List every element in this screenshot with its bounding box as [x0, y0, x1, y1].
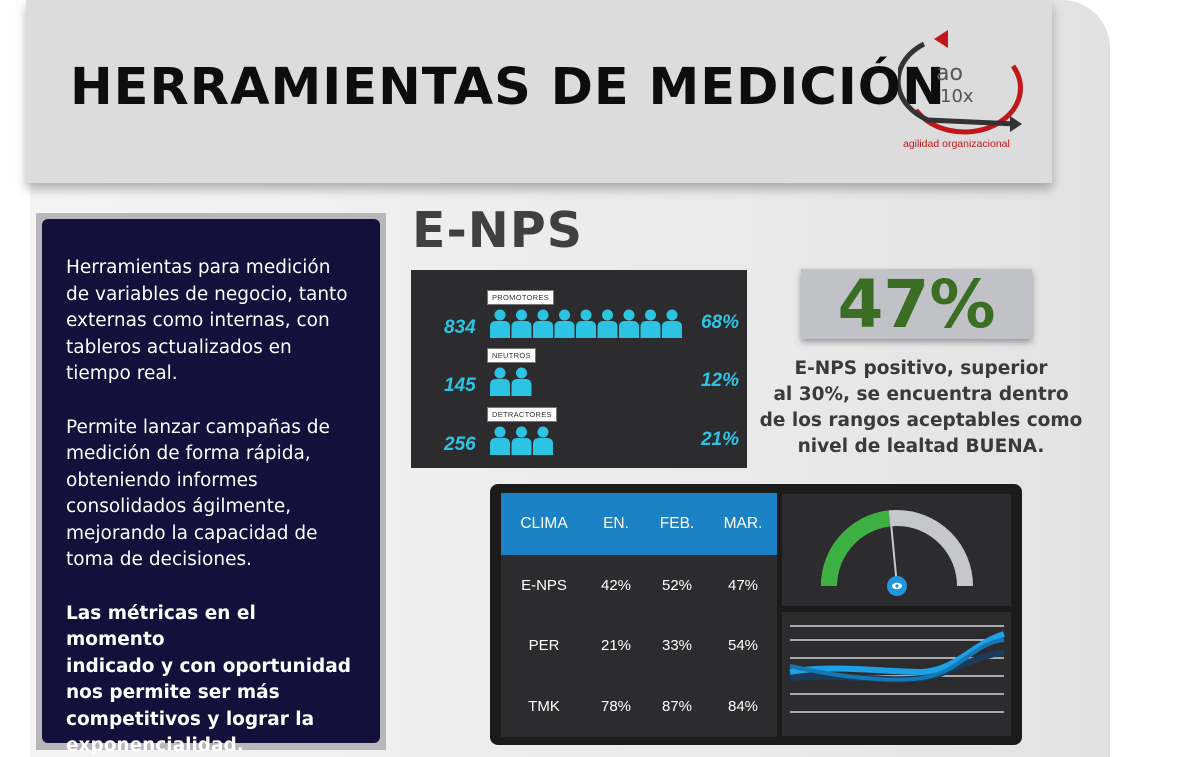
sidebar-paragraph-1: Herramientas para medición de variables … — [66, 257, 348, 384]
clima-table: CLIMA EN. FEB. MAR. E-NPS 42% 52% 47% PE… — [501, 493, 777, 737]
enps-row-promotores: PROMOTORES 834 68% — [411, 290, 747, 350]
gauge-fill — [821, 510, 892, 587]
person-icon — [511, 426, 532, 455]
table-cell: 54% — [727, 637, 759, 655]
enps-title: E-NPS — [412, 202, 584, 259]
header-banner: HERRAMIENTAS DE MEDICIÓN — [26, 0, 1052, 183]
gauge-needle — [888, 510, 898, 587]
row-count: 256 — [444, 434, 476, 455]
column-header: FEB. — [645, 493, 709, 555]
column-header: CLIMA — [501, 493, 587, 555]
row-tag: PROMOTORES — [487, 290, 555, 305]
table-header-row: CLIMA EN. FEB. MAR. — [501, 493, 777, 555]
person-icon — [662, 309, 682, 338]
person-icon — [533, 309, 553, 338]
trend-line-light — [789, 631, 1005, 676]
person-icon — [597, 309, 618, 338]
trend-line-mid — [789, 638, 1005, 682]
people-icons — [490, 309, 682, 338]
sidebar-paragraph-2: Permite lanzar campañas de medición de f… — [66, 416, 330, 571]
enps-row-neutros: NEUTROS 145 12% — [411, 348, 747, 408]
row-count: 834 — [444, 317, 476, 338]
row-tag: NEUTROS — [487, 348, 536, 363]
person-icon — [490, 309, 510, 338]
person-icon — [619, 309, 639, 338]
table-cell: E-NPS — [521, 576, 567, 594]
enps-score: 47% — [801, 269, 1032, 341]
row-percent: 68% — [700, 312, 739, 333]
trend-gridlines — [790, 625, 1004, 713]
eye-icon — [892, 582, 902, 590]
enps-row-detractores: DETRACTORES 256 21% — [411, 407, 747, 467]
person-icon — [533, 426, 553, 455]
ao10x-logo: ao 10x — [898, 30, 1023, 135]
enps-breakdown-panel: PROMOTORES 834 68% NEUTROS 145 12% DETRA… — [411, 270, 747, 468]
logo-dark-arrowhead — [1010, 116, 1022, 132]
row-percent: 12% — [700, 370, 739, 391]
table-cell: 21% — [600, 637, 632, 655]
table-cell: TMK — [528, 698, 560, 716]
table-cell: 42% — [600, 576, 632, 594]
people-icons — [490, 426, 553, 455]
person-icon — [511, 367, 532, 396]
gauge-panel — [782, 494, 1011, 606]
logo-tagline: agilidad organizacional — [903, 138, 1010, 150]
person-icon — [490, 367, 510, 396]
column-header: MAR. — [709, 493, 777, 555]
person-icon — [554, 309, 575, 338]
table-cell: PER — [528, 637, 560, 655]
logo-red-arrowhead — [934, 30, 948, 48]
table-cell: 33% — [661, 637, 693, 655]
sidebar-card: Herramientas para medición de variables … — [42, 219, 380, 756]
table-cell: 84% — [727, 698, 759, 716]
sidebar-highlight: Las métricas en el momento indicado y co… — [66, 602, 352, 757]
table-cell: 52% — [661, 576, 693, 594]
logo-red-arc — [913, 64, 1023, 135]
column-header: EN. — [587, 493, 645, 555]
table-row: TMK 78% 87% 84% — [501, 676, 777, 737]
person-icon — [490, 426, 510, 455]
person-icon — [511, 309, 532, 338]
table-cell: 87% — [661, 698, 693, 716]
trend-lines-panel — [782, 612, 1011, 736]
logo-text-10x: 10x — [940, 86, 974, 107]
table-cell: 47% — [727, 576, 759, 594]
row-count: 145 — [444, 375, 476, 396]
page-title: HERRAMIENTAS DE MEDICIÓN — [70, 58, 946, 117]
person-icon — [576, 309, 596, 338]
row-tag: DETRACTORES — [487, 407, 557, 422]
logo-dark-arc — [898, 41, 1017, 127]
table-row: PER 21% 33% 54% — [501, 616, 777, 677]
enps-description: E-NPS positivo, superior al 30%, se encu… — [759, 358, 1083, 457]
trend-lines-chart — [789, 625, 1005, 713]
logo-text-ao: ao — [936, 61, 963, 86]
person-icon — [640, 309, 661, 338]
row-percent: 21% — [700, 429, 739, 450]
people-icons — [490, 367, 532, 396]
gauge-chart — [821, 510, 973, 596]
table-row: E-NPS 42% 52% 47% — [501, 555, 777, 616]
table-cell: 78% — [600, 698, 632, 716]
